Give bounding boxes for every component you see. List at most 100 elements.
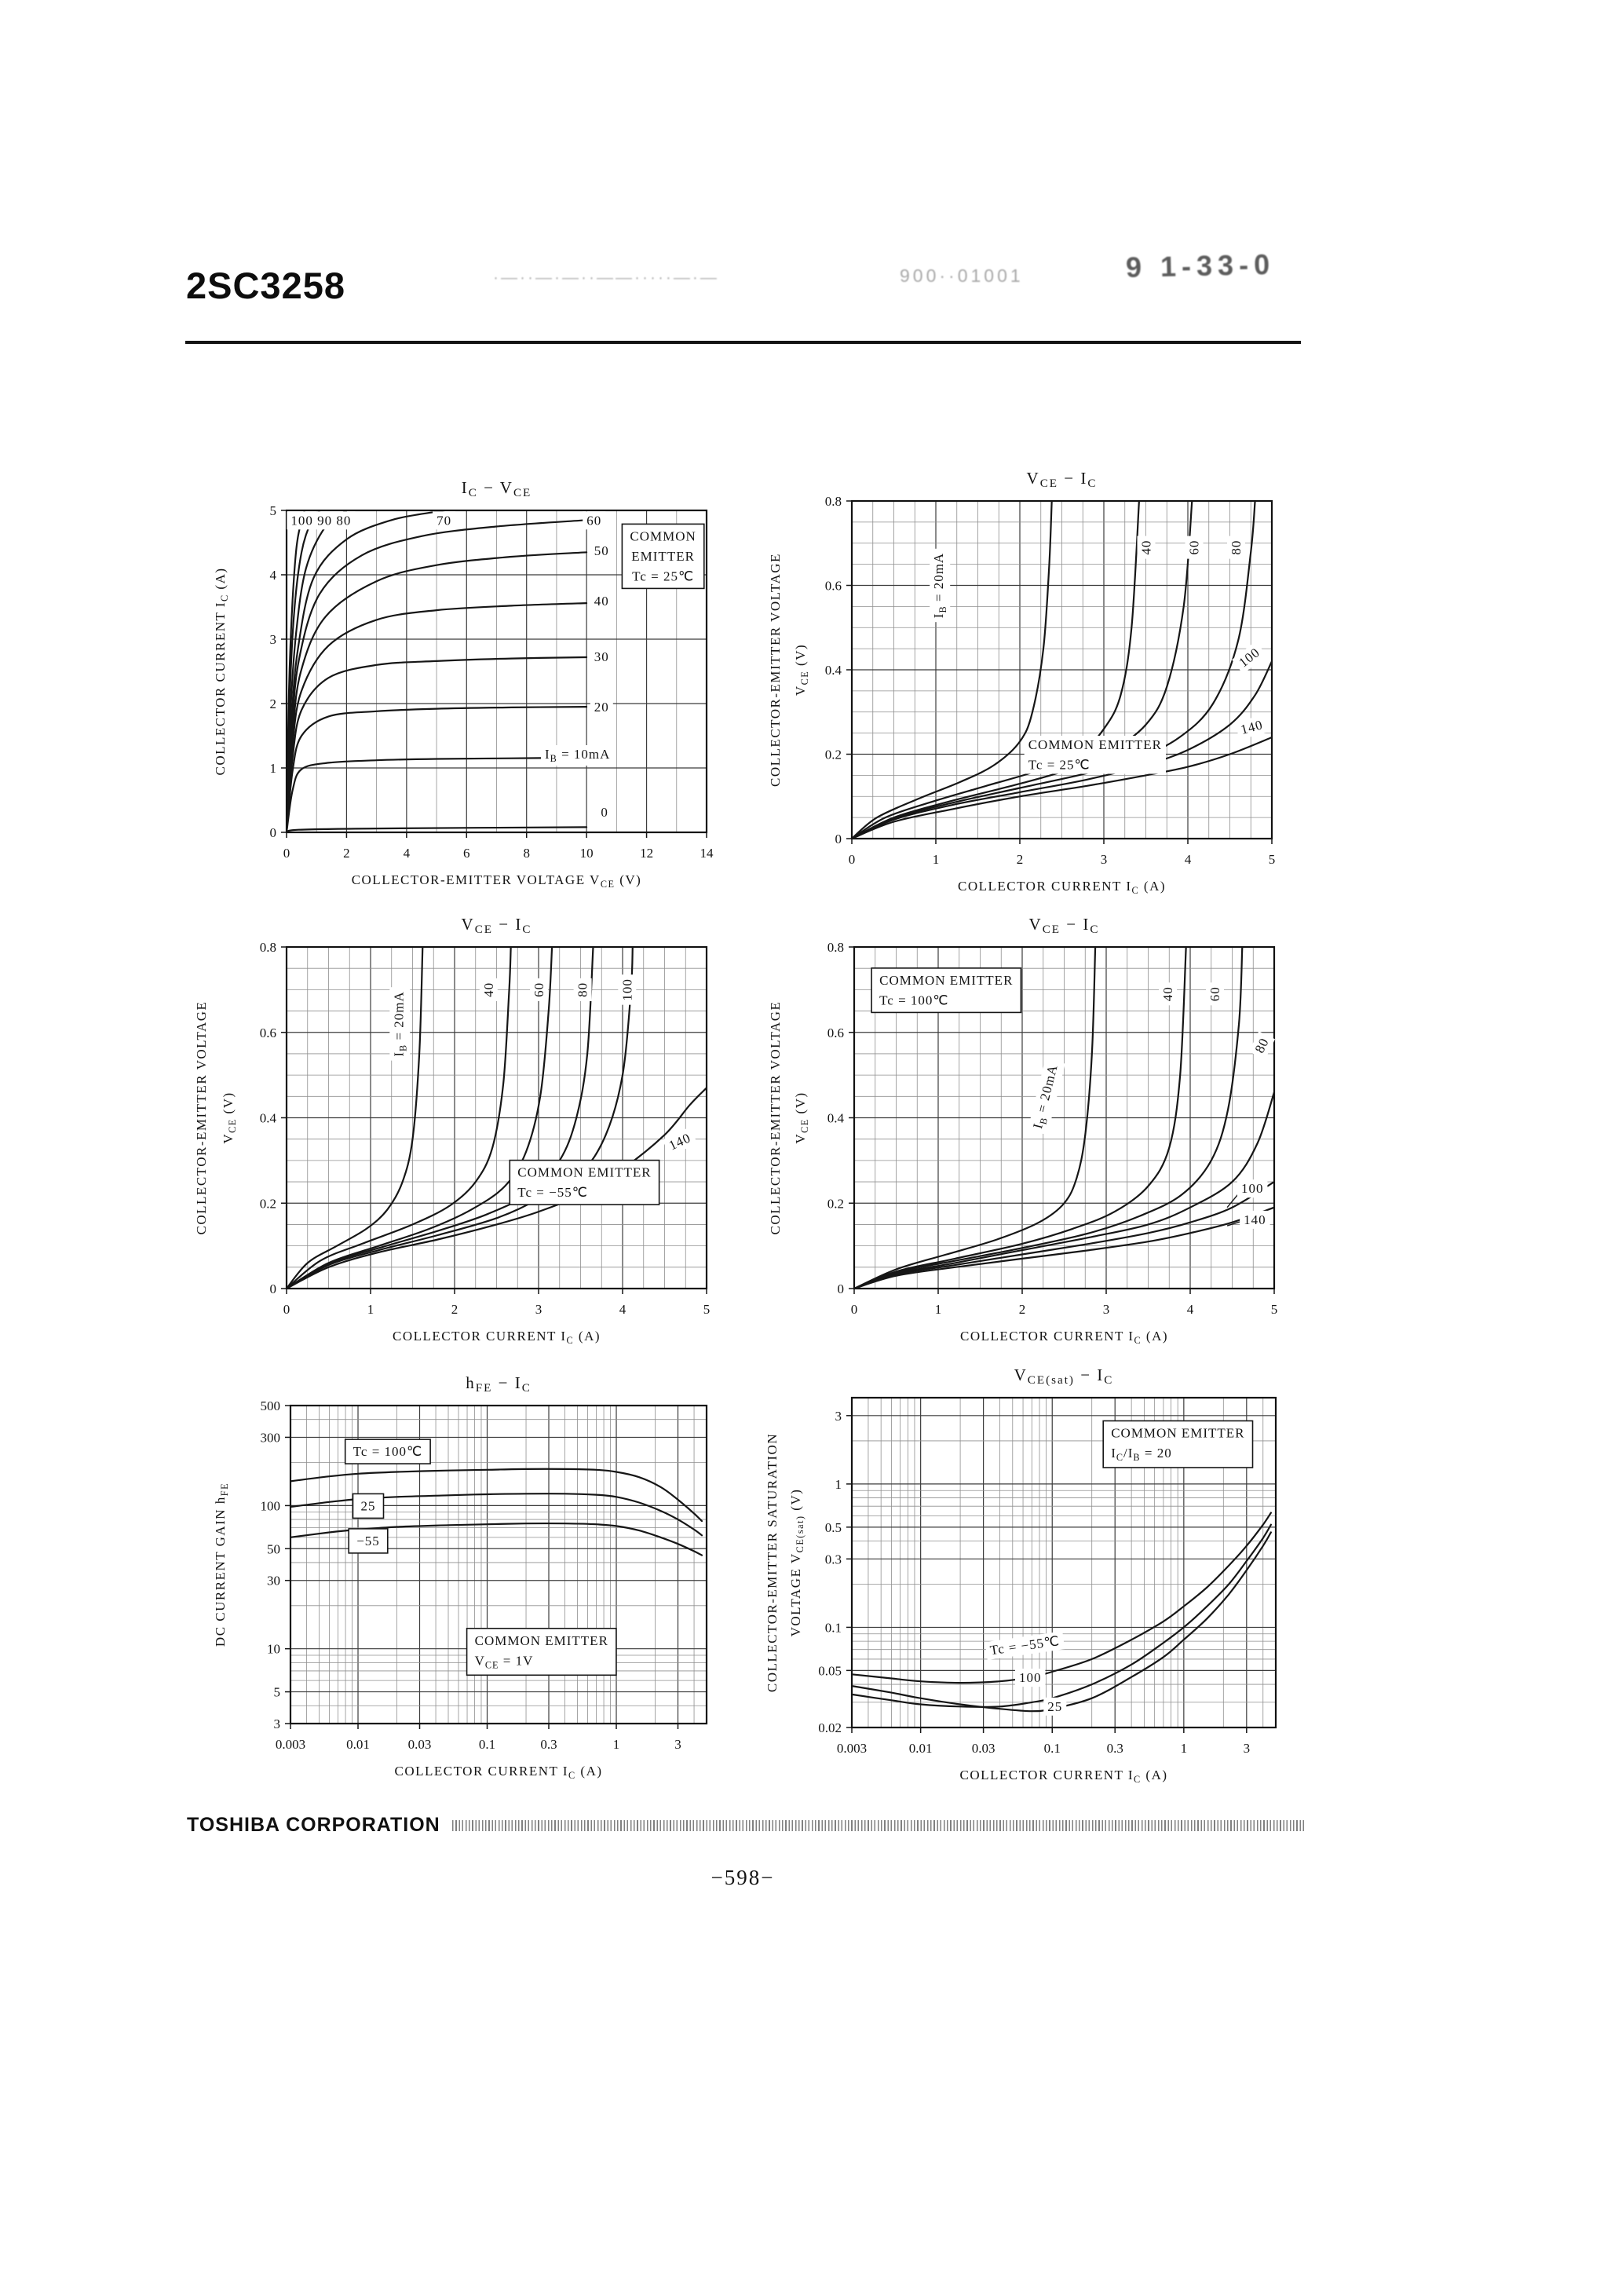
svg-text:0.02: 0.02 (818, 1720, 842, 1735)
page-number: −598− (711, 1866, 775, 1889)
svg-text:0.003: 0.003 (276, 1737, 305, 1752)
svg-text:40: 40 (1139, 540, 1154, 555)
svg-text:100: 100 (1019, 1670, 1042, 1685)
scan-artifact: ·—··—·—··——·····—·— (493, 269, 719, 287)
svg-text:5: 5 (1271, 1302, 1278, 1317)
svg-text:VOLTAGE VCE(sat) (V): VOLTAGE VCE(sat) (V) (788, 1489, 806, 1637)
svg-text:1: 1 (835, 1477, 842, 1492)
svg-text:VCE(sat) − IC: VCE(sat) − IC (1014, 1366, 1114, 1387)
svg-text:30: 30 (594, 649, 609, 664)
chart-ic-vce: 100 90 80 70 60 50 40 30 20 IB = 10mA 0 COMMON EMI… (187, 459, 736, 911)
svg-text:100: 100 (261, 1498, 281, 1513)
svg-text:5: 5 (274, 1685, 281, 1700)
svg-text:0: 0 (270, 1281, 277, 1296)
svg-text:COLLECTOR CURRENT IC (A): COLLECTOR CURRENT IC (A) (960, 1329, 1168, 1346)
svg-text:3: 3 (674, 1737, 681, 1752)
svg-text:0.3: 0.3 (825, 1552, 842, 1567)
svg-text:0.03: 0.03 (408, 1737, 432, 1752)
svg-text:0.3: 0.3 (1107, 1741, 1123, 1756)
svg-text:3: 3 (535, 1302, 542, 1317)
svg-text:14: 14 (700, 846, 714, 861)
svg-text:0.03: 0.03 (972, 1741, 995, 1756)
chart-vce-ic-100c: COMMON EMITTER Tc = 100℃ IB = 20mA 40 60 80 10… (764, 909, 1323, 1369)
chart-hfe-ic: Tc = 100℃ 25 −55 COMMON EMITTER VCE = 1V 0.00… (187, 1365, 736, 1820)
svg-text:VCE (V): VCE (V) (793, 1091, 810, 1143)
svg-text:IB = 20mA: IB = 20mA (391, 991, 408, 1056)
svg-text:0: 0 (270, 825, 277, 840)
svg-text:0.1: 0.1 (479, 1737, 495, 1752)
svg-text:0.6: 0.6 (827, 1026, 844, 1040)
svg-text:300: 300 (261, 1430, 281, 1445)
svg-text:25: 25 (361, 1498, 376, 1513)
svg-text:VCE (V): VCE (V) (793, 644, 810, 696)
svg-text:COLLECTOR CURRENT IC (A): COLLECTOR CURRENT IC (A) (959, 1768, 1167, 1785)
svg-text:0: 0 (283, 1302, 290, 1317)
svg-text:COLLECTOR-EMITTER VOLTAGE: COLLECTOR-EMITTER VOLTAGE (768, 553, 783, 787)
svg-text:1: 1 (367, 1302, 374, 1317)
svg-text:140: 140 (1239, 717, 1264, 737)
svg-text:40: 40 (481, 982, 496, 997)
svg-text:0.6: 0.6 (260, 1026, 276, 1040)
svg-text:70: 70 (437, 513, 451, 528)
svg-text:0: 0 (835, 832, 842, 846)
svg-text:COLLECTOR CURRENT IC (A): COLLECTOR CURRENT IC (A) (393, 1329, 601, 1346)
svg-text:IB = 10mA: IB = 10mA (545, 747, 610, 764)
svg-text:1: 1 (613, 1737, 620, 1752)
svg-text:COLLECTOR-EMITTER VOLTAGE VCE: COLLECTOR-EMITTER VOLTAGE VCE (V) (352, 872, 642, 890)
svg-text:0.8: 0.8 (827, 940, 844, 955)
company-name: TOSHIBA CORPORATION (187, 1814, 440, 1836)
svg-text:1: 1 (1181, 1741, 1188, 1756)
svg-text:100 90 80: 100 90 80 (290, 513, 351, 528)
svg-text:4: 4 (1185, 852, 1192, 867)
svg-text:0.003: 0.003 (837, 1741, 867, 1756)
svg-text:1: 1 (935, 1302, 942, 1317)
svg-text:40: 40 (1160, 986, 1175, 1001)
chart-vce-ic-minus55c: IB = 20mA 40 60 80 100 140 COMMON EMITTER Tc = … (187, 909, 736, 1369)
svg-text:0.1: 0.1 (1044, 1741, 1061, 1756)
svg-text:1: 1 (933, 852, 940, 867)
svg-text:500: 500 (261, 1398, 281, 1413)
svg-text:0: 0 (851, 1302, 858, 1317)
svg-text:100: 100 (619, 978, 634, 1001)
svg-text:60: 60 (1187, 540, 1202, 555)
svg-text:COLLECTOR-EMITTER VOLTAGE: COLLECTOR-EMITTER VOLTAGE (194, 1001, 209, 1235)
svg-text:0.01: 0.01 (346, 1737, 370, 1752)
svg-text:IC − VCE: IC − VCE (462, 478, 532, 499)
svg-text:60: 60 (1207, 986, 1222, 1001)
svg-text:2: 2 (451, 1302, 458, 1317)
svg-text:0: 0 (849, 852, 856, 867)
svg-text:4: 4 (1187, 1302, 1194, 1317)
svg-text:COLLECTOR CURRENT IC (A): COLLECTOR CURRENT IC (A) (394, 1764, 602, 1781)
svg-text:140: 140 (1244, 1212, 1266, 1227)
svg-text:3: 3 (835, 1409, 842, 1424)
svg-text:VCE − IC: VCE − IC (1027, 469, 1098, 490)
svg-text:3: 3 (1244, 1741, 1251, 1756)
svg-text:COLLECTOR CURRENT IC (A): COLLECTOR CURRENT IC (A) (213, 567, 230, 775)
svg-text:10: 10 (580, 846, 594, 861)
svg-text:DC CURRENT GAIN hFE: DC CURRENT GAIN hFE (213, 1483, 230, 1647)
svg-text:VCE (V): VCE (V) (221, 1091, 238, 1143)
svg-text:12: 12 (640, 846, 653, 861)
svg-text:0: 0 (283, 846, 290, 861)
svg-text:8: 8 (523, 846, 530, 861)
svg-text:2: 2 (270, 696, 277, 711)
svg-text:20: 20 (594, 700, 609, 715)
svg-text:2: 2 (343, 846, 350, 861)
svg-text:80: 80 (1229, 540, 1244, 555)
svg-text:VCE − IC: VCE − IC (1029, 915, 1100, 936)
svg-text:0.8: 0.8 (260, 940, 276, 955)
chart-vce-sat-ic: COMMON EMITTER IC/IB = 20 Tc = −55℃ 100 25 0.… (764, 1363, 1323, 1826)
svg-text:0.2: 0.2 (827, 1196, 844, 1211)
svg-text:0.01: 0.01 (909, 1741, 933, 1756)
svg-text:3: 3 (270, 632, 277, 647)
svg-text:60: 60 (532, 982, 546, 997)
svg-text:80: 80 (575, 982, 590, 997)
svg-text:4: 4 (404, 846, 411, 861)
scan-artifact-handwriting: 9 1-33-0 (1125, 248, 1276, 283)
